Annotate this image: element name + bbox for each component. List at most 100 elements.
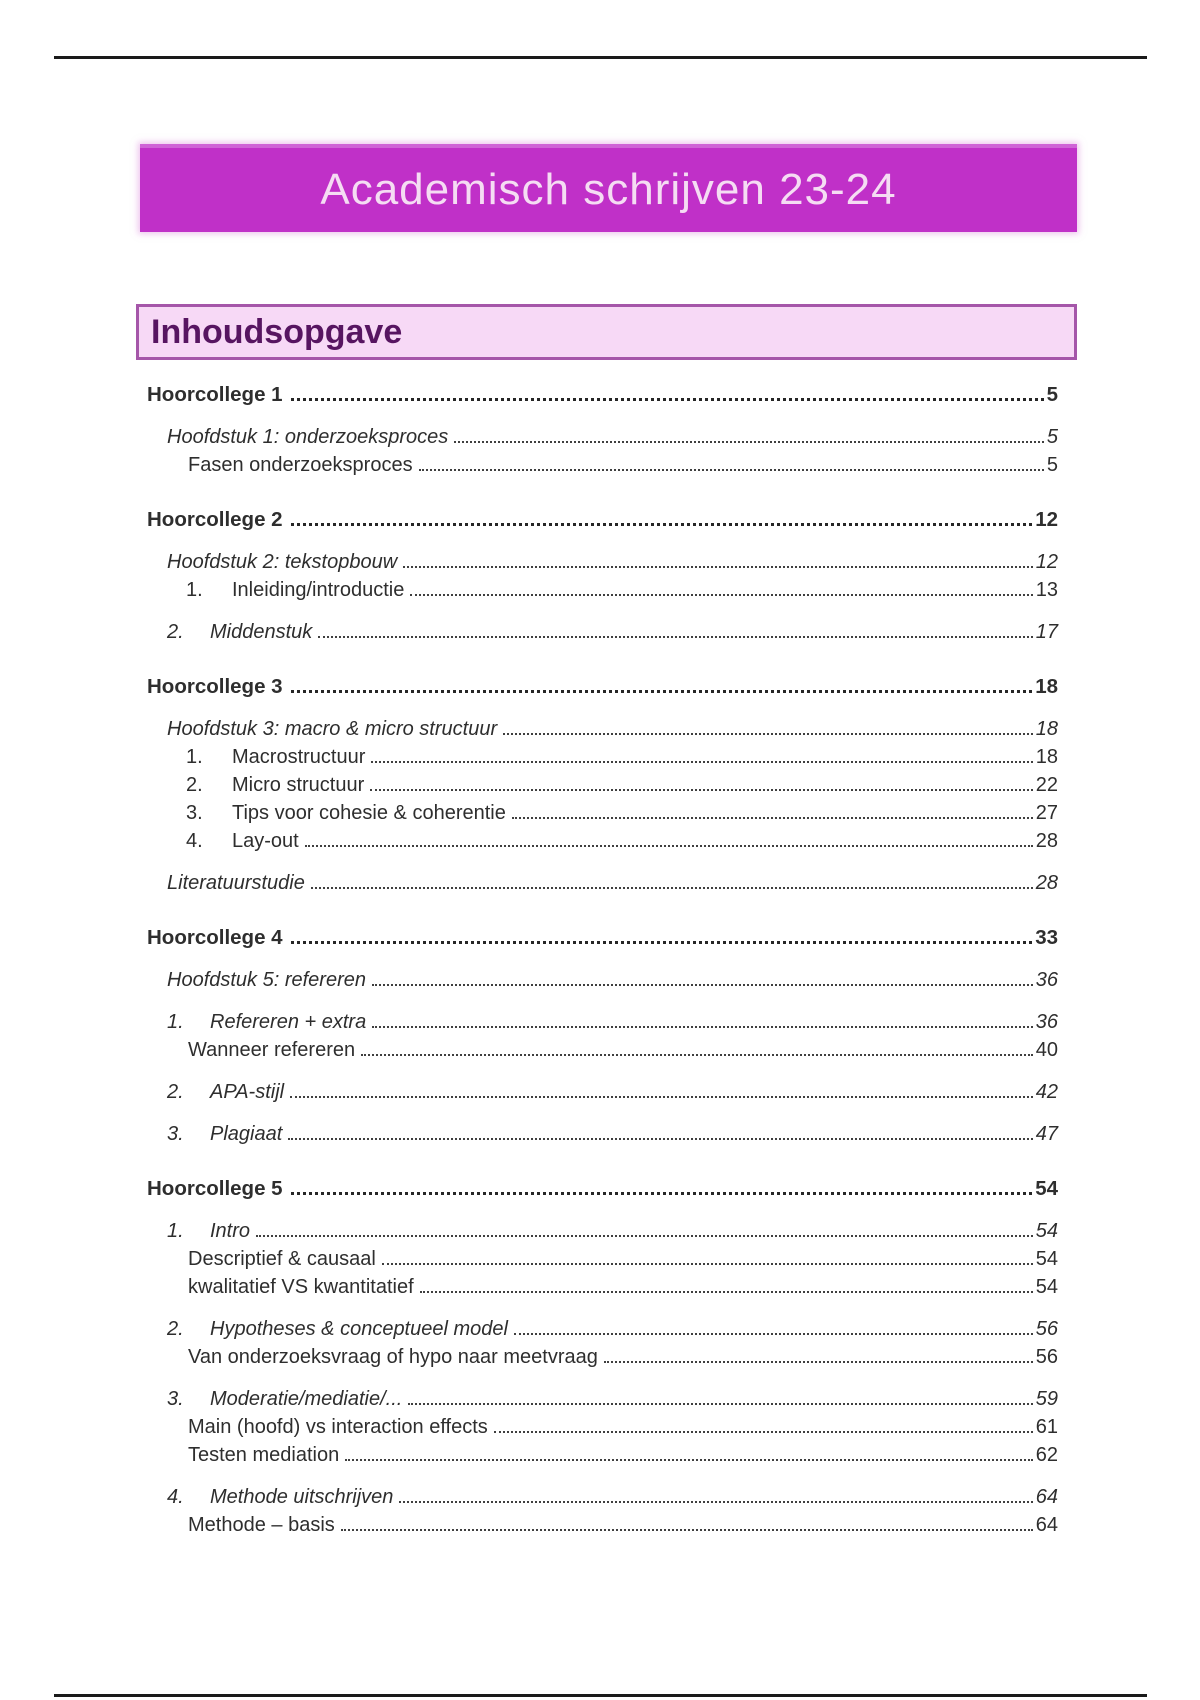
toc-entry-number: 3. — [167, 1123, 184, 1145]
toc-entry-row: Hoofdstuk 3: macro & micro structuur 18 — [140, 715, 1058, 743]
toc-entry-label: Refereren + extra — [210, 1011, 367, 1033]
toc-leader-dots — [290, 1192, 1033, 1195]
toc-leader-dots — [513, 1333, 1033, 1335]
toc-leader-dots — [511, 817, 1033, 819]
toc-leader-dots — [288, 1138, 1033, 1140]
toc-list: Hoorcollege 1 5 Hoofdstuk 1: onderzoekspro… — [140, 381, 1058, 1539]
toc-leader-dots — [381, 1263, 1033, 1265]
toc-entry-row: Descriptief & causaal 54 — [140, 1245, 1058, 1273]
toc-entry-label: Macrostructuur — [232, 746, 366, 768]
toc-entry-label: Intro — [210, 1220, 251, 1242]
title-banner: Academisch schrijven 23-24 — [140, 144, 1077, 232]
top-rule — [54, 56, 1147, 59]
toc-entry-row: 2. Micro structuur 22 — [140, 771, 1058, 799]
toc-leader-dots — [493, 1431, 1033, 1433]
toc-entry-page: 13 — [1035, 579, 1058, 601]
toc-entry-number: 1. — [186, 579, 203, 601]
toc-entry-label: Hoofdstuk 1: onderzoeksproces — [167, 426, 449, 448]
toc-leader-dots — [310, 887, 1033, 889]
toc-leader-dots — [256, 1235, 1033, 1237]
toc-entry-row: Hoofdstuk 5: refereren 36 — [140, 966, 1058, 994]
toc-leader-dots — [371, 761, 1033, 763]
toc-entry-number: 4. — [167, 1486, 184, 1508]
toc-entry-number: 1. — [167, 1011, 184, 1033]
toc-entry-page: 64 — [1035, 1486, 1058, 1508]
toc-entry-label: Plagiaat — [210, 1123, 283, 1145]
toc-entry-label: Hypotheses & conceptueel model — [210, 1318, 508, 1340]
toc-leader-dots — [408, 1403, 1033, 1405]
toc-leader-dots — [340, 1529, 1033, 1531]
toc-entry-label: Middenstuk — [210, 621, 313, 643]
toc-leader-dots — [399, 1501, 1033, 1503]
toc-leader-dots — [290, 941, 1033, 944]
toc-entry-page: 5 — [1046, 454, 1058, 476]
toc-heading-box: Inhoudsopgave — [136, 304, 1077, 360]
toc-entry-label: Moderatie/mediatie/... — [210, 1388, 403, 1410]
toc-entry-label: Micro structuur — [232, 774, 365, 796]
toc-entry-page: 18 — [1035, 675, 1058, 698]
toc-leader-dots — [318, 636, 1033, 638]
toc-entry-number: 2. — [167, 1081, 184, 1103]
toc-entry-page: 22 — [1035, 774, 1058, 796]
toc-leader-dots — [290, 1096, 1033, 1098]
toc-leader-dots — [361, 1054, 1033, 1056]
toc-leader-dots — [372, 984, 1033, 986]
toc-entry-row: Hoorcollege 2 12 — [140, 506, 1058, 534]
toc-entry-row: Testen mediation 62 — [140, 1441, 1058, 1469]
toc-leader-dots — [372, 1026, 1033, 1028]
toc-entry-page: 61 — [1035, 1416, 1058, 1438]
toc-entry-page: 56 — [1035, 1346, 1058, 1368]
toc-entry-page: 5 — [1046, 426, 1058, 448]
toc-entry-page: 64 — [1035, 1514, 1058, 1536]
toc-entry-row: 4. Lay-out 28 — [140, 827, 1058, 855]
toc-entry-row: 2. Middenstuk 17 — [140, 618, 1058, 646]
toc-entry-page: 27 — [1035, 802, 1058, 824]
toc-entry-label: kwalitatief VS kwantitatief — [188, 1276, 414, 1298]
toc-entry-page: 36 — [1035, 1011, 1058, 1033]
toc-leader-dots — [418, 469, 1044, 471]
toc-entry-page: 17 — [1035, 621, 1058, 643]
toc-entry-row: Literatuurstudie 28 — [140, 869, 1058, 897]
toc-entry-page: 42 — [1035, 1081, 1058, 1103]
toc-leader-dots — [290, 398, 1044, 401]
toc-entry-row: Hoofdstuk 1: onderzoeksproces 5 — [140, 423, 1058, 451]
toc-entry-page: 54 — [1035, 1276, 1058, 1298]
toc-entry-number: 4. — [186, 830, 203, 852]
toc-entry-row: 1. Intro 54 — [140, 1217, 1058, 1245]
toc-entry-label: Hoofdstuk 2: tekstopbouw — [167, 551, 398, 573]
toc-entry-page: 33 — [1035, 926, 1058, 949]
toc-entry-row: 2. Hypotheses & conceptueel model 56 — [140, 1315, 1058, 1343]
toc-entry-number: 2. — [167, 621, 184, 643]
toc-entry-label: Testen mediation — [188, 1444, 340, 1466]
bottom-rule — [54, 1694, 1147, 1697]
toc-entry-row: 4. Methode uitschrijven 64 — [140, 1483, 1058, 1511]
toc-entry-row: Van onderzoeksvraag of hypo naar meetvra… — [140, 1343, 1058, 1371]
toc-entry-label: Tips voor cohesie & coherentie — [232, 802, 506, 824]
toc-entry-row: 3. Tips voor cohesie & coherentie 27 — [140, 799, 1058, 827]
toc-entry-label: Hoorcollege 3 — [147, 675, 283, 698]
toc-leader-dots — [290, 690, 1033, 693]
toc-entry-label: Inleiding/introductie — [232, 579, 405, 601]
toc-entry-label: Hoorcollege 2 — [147, 508, 283, 531]
toc-entry-label: Main (hoofd) vs interaction effects — [188, 1416, 488, 1438]
toc-entry-page: 28 — [1035, 830, 1058, 852]
toc-entry-number: 2. — [167, 1318, 184, 1340]
toc-leader-dots — [503, 733, 1033, 735]
toc-entry-page: 59 — [1035, 1388, 1058, 1410]
toc-entry-label: Van onderzoeksvraag of hypo naar meetvra… — [188, 1346, 598, 1368]
toc-entry-row: Hoorcollege 4 33 — [140, 924, 1058, 952]
toc-entry-label: Hoorcollege 1 — [147, 383, 283, 406]
toc-entry-row: 1. Inleiding/introductie 13 — [140, 576, 1058, 604]
toc-entry-label: Hoofdstuk 5: refereren — [167, 969, 366, 991]
toc-entry-row: Wanneer refereren 40 — [140, 1036, 1058, 1064]
toc-entry-row: 2. APA-stijl 42 — [140, 1078, 1058, 1106]
toc-entry-page: 12 — [1035, 508, 1058, 531]
toc-entry-row: 1. Macrostructuur 18 — [140, 743, 1058, 771]
toc-entry-label: Literatuurstudie — [167, 872, 305, 894]
toc-entry-label: Methode uitschrijven — [210, 1486, 394, 1508]
toc-entry-page: 56 — [1035, 1318, 1058, 1340]
toc-leader-dots — [345, 1459, 1033, 1461]
toc-entry-page: 28 — [1035, 872, 1058, 894]
toc-leader-dots — [454, 441, 1044, 443]
